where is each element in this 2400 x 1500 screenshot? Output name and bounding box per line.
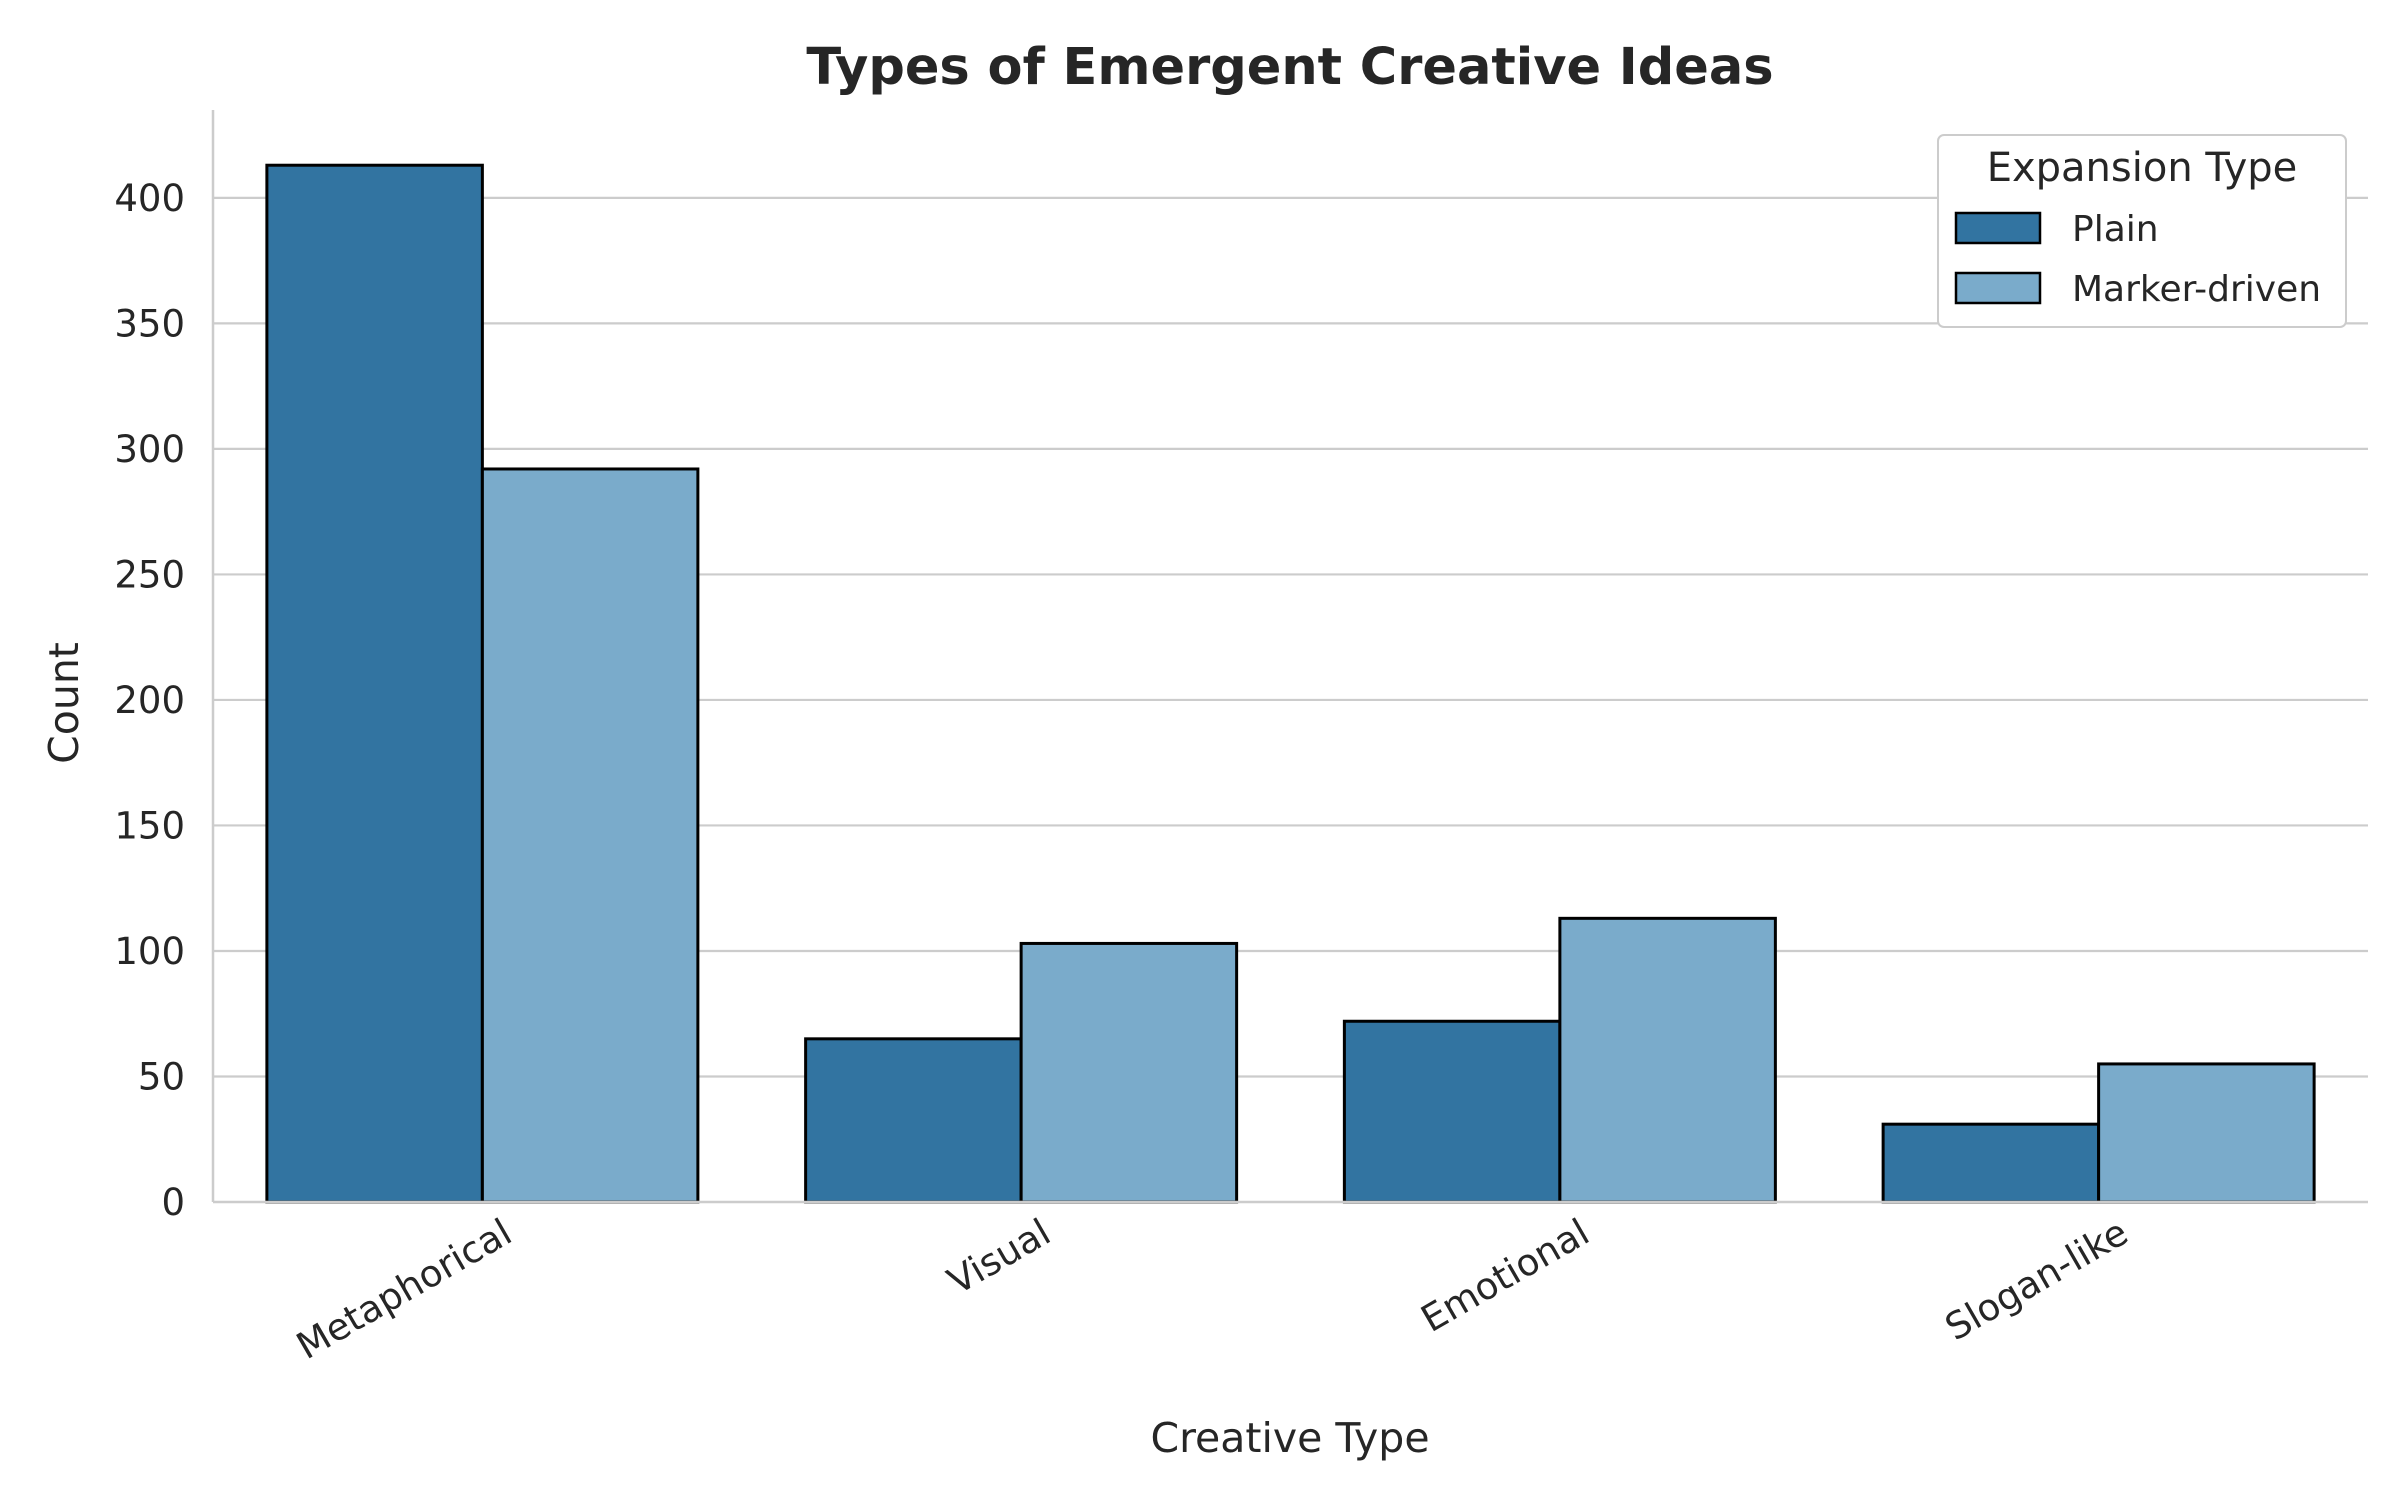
bar-plain-slogan-like <box>1881 1122 2101 1204</box>
x-tick-label: Metaphorical <box>289 1211 519 1368</box>
bar-plain-metaphorical <box>265 163 484 1204</box>
y-tick-label: 200 <box>114 679 185 722</box>
y-axis-label: Count <box>40 642 88 764</box>
x-tick-label: Visual <box>940 1211 1057 1303</box>
y-tick-label: 50 <box>138 1055 185 1098</box>
bar-marker-driven-emotional <box>1558 916 1777 1204</box>
x-tick-label: Emotional <box>1414 1211 1596 1341</box>
x-tick-label: Slogan-like <box>1938 1211 2135 1350</box>
legend-items: Plain Marker-driven <box>1954 209 2321 310</box>
y-tick-label: 300 <box>114 428 185 471</box>
chart-title: Types of Emergent Creative Ideas <box>806 38 1773 97</box>
y-tick-label: 0 <box>161 1181 185 1224</box>
legend-swatch <box>1954 211 2042 245</box>
legend-label: Marker-driven <box>2072 269 2321 310</box>
legend-label: Plain <box>2072 209 2159 250</box>
bar-marker-driven-slogan-like <box>2097 1062 2316 1204</box>
y-tick-label: 150 <box>114 804 185 847</box>
x-axis-label: Creative Type <box>1150 1414 1429 1462</box>
axes <box>211 110 2368 1204</box>
bar-plain-visual <box>804 1037 1023 1204</box>
bar-marker-driven-metaphorical <box>480 467 700 1204</box>
y-tick-label: 100 <box>114 930 185 973</box>
bar-plain-emotional <box>1342 1019 1562 1204</box>
legend: Expansion Type Plain Marker-driven <box>1937 134 2347 328</box>
legend-title: Expansion Type <box>1987 145 2298 191</box>
x-tick-labels: Metaphorical Visual Emotional Slogan-like <box>289 1211 2135 1368</box>
bars <box>265 163 2316 1204</box>
bar-marker-driven-visual <box>1019 941 1239 1204</box>
y-tick-labels: 0 50 100 150 200 250 300 350 400 <box>114 177 185 1224</box>
y-tick-label: 250 <box>114 553 185 596</box>
y-tick-label: 350 <box>114 302 185 345</box>
y-tick-label: 400 <box>114 177 185 220</box>
legend-swatch <box>1954 271 2042 305</box>
